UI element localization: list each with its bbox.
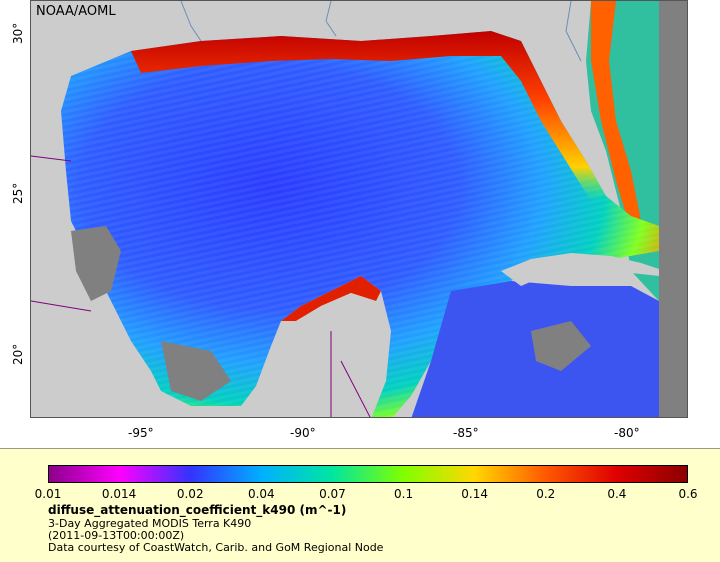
colorbar-tick-label: 0.14 [461, 487, 489, 501]
yucatan-coast-band [281, 276, 381, 321]
nodata-strip [659, 1, 687, 417]
colorbar [48, 465, 688, 483]
source-label: NOAA/AOML [36, 4, 116, 19]
variable-title: diffuse_attenuation_coefficient_k490 (m^… [48, 503, 347, 517]
lat-tick: 30° [11, 22, 25, 44]
colorbar-tick-label: 0.014 [101, 487, 137, 501]
atlantic-coast-band [591, 1, 643, 231]
lat-tick: 20° [11, 343, 25, 365]
colorbar-tick-label: 0.4 [607, 487, 627, 501]
colorbar-tick-label: 0.2 [536, 487, 556, 501]
nodata-patch-south [161, 341, 231, 401]
dataset-name: 3-Day Aggregated MODIS Terra K490 [48, 517, 252, 530]
river-line [180, 1, 582, 62]
map-canvas [31, 1, 687, 417]
nodata-patch-carib [531, 321, 591, 371]
colorbar-tick-label: 0.1 [394, 487, 414, 501]
colorbar-tick-label: 0.07 [319, 487, 346, 501]
lon-tick: -85° [453, 426, 479, 440]
colorbar-tick-label: 0.02 [176, 487, 204, 501]
colorbar-tick-label: 0.01 [34, 487, 62, 501]
border-line [31, 155, 371, 417]
colorbar-tick-label: 0.6 [678, 487, 698, 501]
lat-tick: 25° [11, 182, 25, 204]
gulf-stripes [61, 31, 659, 417]
map-area[interactable] [30, 0, 688, 418]
dataset-time: (2011-09-13T00:00:00Z) [48, 529, 185, 542]
yucatan-land [261, 293, 386, 417]
nodata-patch-west [71, 226, 121, 301]
cuba-land [501, 253, 659, 286]
colorbar-tick-label: 0.04 [247, 487, 275, 501]
northern-coast-band [131, 31, 606, 201]
lon-tick: -80° [614, 426, 640, 440]
lon-tick: -90° [290, 426, 316, 440]
data-credit: Data courtesy of CoastWatch, Carib. and … [48, 541, 384, 554]
lon-tick: -95° [128, 426, 154, 440]
